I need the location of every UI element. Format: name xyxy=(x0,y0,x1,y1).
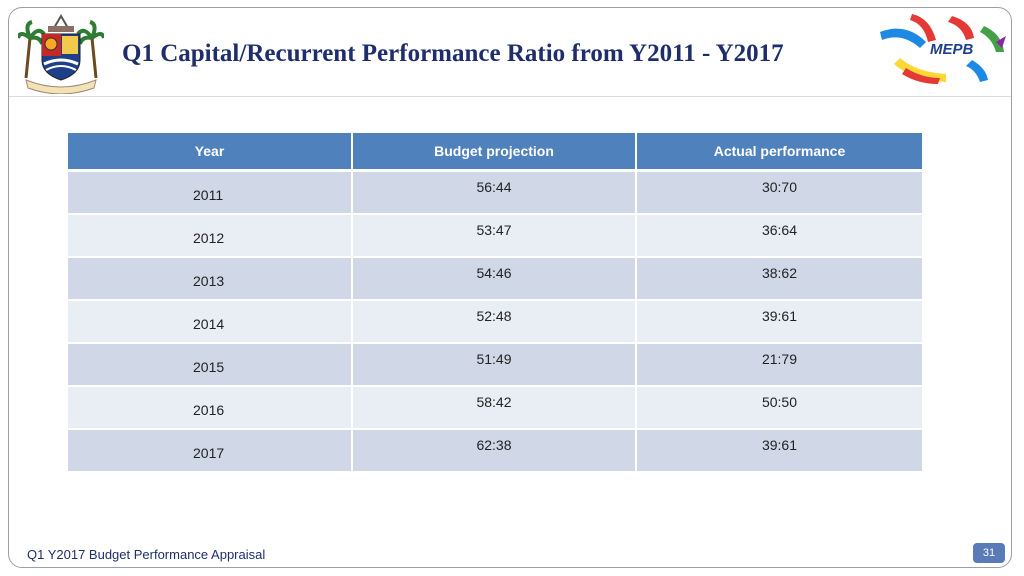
actual-cell: 21:79 xyxy=(636,343,922,387)
actual-cell: 39:61 xyxy=(636,300,922,344)
actual-cell: 38:62 xyxy=(636,257,922,301)
year-cell: 2012 xyxy=(68,214,353,258)
actual-cell: 30:70 xyxy=(636,170,922,215)
year-cell: 2013 xyxy=(68,257,353,301)
table-header-row: Year Budget projection Actual performanc… xyxy=(68,133,922,172)
header-budget-projection: Budget projection xyxy=(352,133,637,172)
year-cell: 2011 xyxy=(68,170,353,215)
actual-cell: 36:64 xyxy=(636,214,922,258)
title-band xyxy=(9,8,1011,97)
actual-cell: 39:61 xyxy=(636,429,922,473)
budget-cell: 62:38 xyxy=(352,429,637,473)
footer-text: Q1 Y2017 Budget Performance Appraisal xyxy=(27,547,266,562)
table-row: 2012 53:47 36:64 xyxy=(68,214,922,258)
budget-cell: 52:48 xyxy=(352,300,637,344)
page-number: 31 xyxy=(973,543,1005,563)
mepb-logo-text: MEPB xyxy=(930,41,974,58)
table-row: 2015 51:49 21:79 xyxy=(68,343,922,387)
budget-cell: 51:49 xyxy=(352,343,637,387)
ratio-table: Year Budget projection Actual performanc… xyxy=(68,133,922,473)
year-cell: 2017 xyxy=(68,429,353,473)
actual-cell: 50:50 xyxy=(636,386,922,430)
header-year: Year xyxy=(68,133,353,172)
budget-cell: 56:44 xyxy=(352,170,637,215)
table-row: 2016 58:42 50:50 xyxy=(68,386,922,430)
state-crest-icon xyxy=(18,14,104,94)
table-row: 2014 52:48 39:61 xyxy=(68,300,922,344)
table-row: 2017 62:38 39:61 xyxy=(68,429,922,473)
table-row: 2013 54:46 38:62 xyxy=(68,257,922,301)
budget-cell: 53:47 xyxy=(352,214,637,258)
year-cell: 2015 xyxy=(68,343,353,387)
page-title: Q1 Capital/Recurrent Performance Ratio f… xyxy=(122,40,784,67)
table-row: 2011 56:44 30:70 xyxy=(68,170,922,215)
mepb-logo-icon: MEPB xyxy=(880,14,1006,84)
header-actual-performance: Actual performance xyxy=(636,133,922,172)
budget-cell: 58:42 xyxy=(352,386,637,430)
budget-cell: 54:46 xyxy=(352,257,637,301)
year-cell: 2014 xyxy=(68,300,353,344)
year-cell: 2016 xyxy=(68,386,353,430)
